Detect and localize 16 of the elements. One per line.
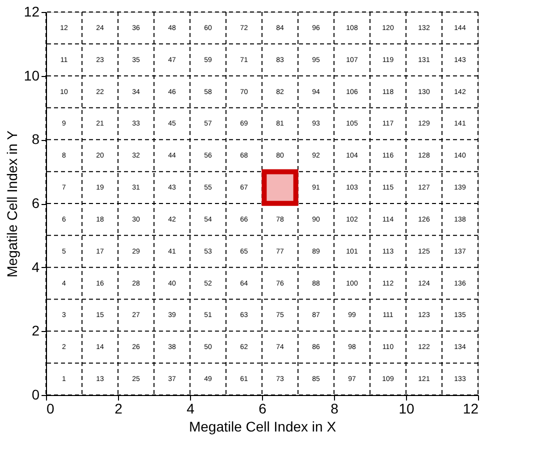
y-tick-label: 4 <box>32 258 40 275</box>
x-tick-label: 2 <box>114 400 123 416</box>
x-tick-label: 4 <box>186 400 195 416</box>
y-tick-label: 10 <box>24 67 40 84</box>
y-tick-label: 12 <box>24 4 40 20</box>
y-tick-label: 6 <box>32 195 40 211</box>
x-tick-label: 8 <box>330 400 339 416</box>
x-axis-title: Megatile Cell Index in X <box>188 418 337 434</box>
y-tick-label: 8 <box>32 131 40 148</box>
x-tick-label: 12 <box>462 400 479 416</box>
x-tick-label: 0 <box>46 400 54 416</box>
y-axis-title: Megatile Cell Index in Y <box>4 130 20 278</box>
y-tick-label: 2 <box>32 322 40 339</box>
x-tick-label: 6 <box>258 400 267 416</box>
x-tick-label: 10 <box>398 400 414 416</box>
y-tick-label: 0 <box>32 386 40 402</box>
